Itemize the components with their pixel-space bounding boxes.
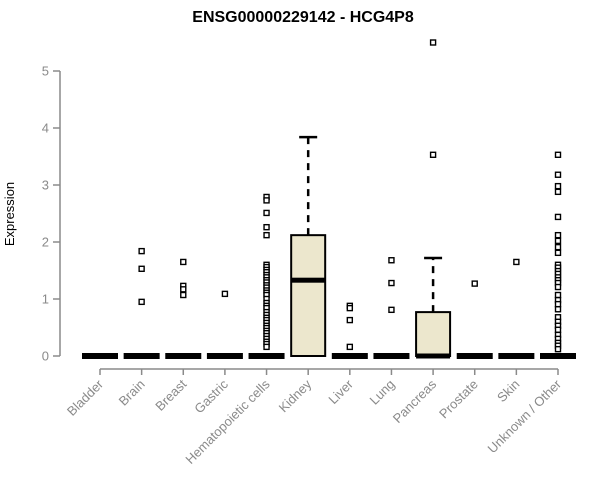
median-gastric xyxy=(206,353,243,359)
median-unknown-other xyxy=(540,353,576,359)
y-tick-label: 5 xyxy=(42,64,49,79)
outlier-point-lung xyxy=(388,306,395,314)
outlier-point-unknown-other xyxy=(554,237,562,245)
median-prostate xyxy=(456,353,493,359)
x-tick-label-bladder: Bladder xyxy=(64,376,107,419)
median-skin xyxy=(498,353,535,359)
outlier-point-unknown-other xyxy=(554,345,562,353)
outlier-point-unknown-other xyxy=(554,300,562,308)
outlier-point-liver xyxy=(346,316,354,324)
outlier-point-brain xyxy=(138,298,145,306)
outlier-point-brain xyxy=(138,247,145,255)
outlier-point-hematopoietic-cells xyxy=(263,343,270,351)
outlier-point-unknown-other xyxy=(554,243,562,251)
x-tick-label-pancreas: Pancreas xyxy=(390,376,440,426)
plot-layer xyxy=(82,39,576,359)
x-tick-label-unknown-other: Unknown / Other xyxy=(485,376,565,456)
outlier-point-pancreas xyxy=(429,39,437,46)
median-brain xyxy=(123,353,160,359)
box-kidney xyxy=(290,234,327,357)
y-tick-label: 2 xyxy=(42,235,49,250)
outlier-point-unknown-other xyxy=(554,151,562,158)
outlier-point-hematopoietic-cells xyxy=(263,209,270,217)
outlier-point-unknown-other xyxy=(554,213,562,221)
outlier-point-lung xyxy=(388,257,395,264)
outlier-point-unknown-other xyxy=(554,188,562,196)
median-lung xyxy=(373,353,410,359)
y-tick-label: 3 xyxy=(42,178,49,193)
outlier-point-unknown-other xyxy=(554,283,562,291)
outlier-point-unknown-other xyxy=(554,182,562,190)
outlier-point-liver xyxy=(346,304,354,312)
outlier-point-unknown-other xyxy=(554,291,562,299)
y-axis-title: Expression xyxy=(2,182,17,246)
outlier-point-hematopoietic-cells xyxy=(263,223,270,231)
outlier-point-unknown-other xyxy=(554,231,562,239)
outlier-point-breast xyxy=(180,258,187,266)
outlier-point-hematopoietic-cells xyxy=(263,197,270,204)
outlier-point-pancreas xyxy=(429,151,437,158)
median-hematopoietic-cells xyxy=(248,353,285,359)
outlier-point-unknown-other xyxy=(554,326,562,333)
x-tick-label-skin: Skin xyxy=(494,377,522,405)
median-breast xyxy=(165,353,202,359)
box-pancreas xyxy=(415,311,452,357)
outlier-point-liver xyxy=(346,343,354,351)
outlier-point-lung xyxy=(388,279,395,287)
x-tick-label-lung: Lung xyxy=(367,377,398,408)
outlier-point-breast xyxy=(180,286,187,293)
outlier-point-skin xyxy=(513,258,520,266)
outlier-point-prostate xyxy=(471,280,478,287)
median-pancreas xyxy=(416,353,451,359)
outlier-point-unknown-other xyxy=(554,171,562,178)
outlier-point-hematopoietic-cells xyxy=(263,231,270,239)
x-tick-label-breast: Breast xyxy=(152,376,189,413)
outlier-point-unknown-other xyxy=(554,249,562,257)
chart-title: ENSG00000229142 - HCG4P8 xyxy=(192,9,414,26)
x-tick-label-prostate: Prostate xyxy=(436,377,481,422)
outlier-point-gastric xyxy=(221,290,229,298)
y-tick-label: 4 xyxy=(42,121,49,136)
outlier-point-unknown-other xyxy=(554,306,562,313)
median-liver xyxy=(331,353,368,359)
y-tick-label: 0 xyxy=(42,349,49,364)
median-bladder xyxy=(82,353,118,359)
x-tick-label-kidney: Kidney xyxy=(276,376,315,415)
x-tick-label-brain: Brain xyxy=(116,377,148,409)
outlier-point-breast xyxy=(180,291,187,299)
y-tick-label: 1 xyxy=(42,292,49,307)
median-kidney xyxy=(291,277,326,283)
x-tick-label-gastric: Gastric xyxy=(191,376,231,416)
outlier-point-brain xyxy=(138,265,145,272)
x-tick-label-liver: Liver xyxy=(325,376,356,407)
